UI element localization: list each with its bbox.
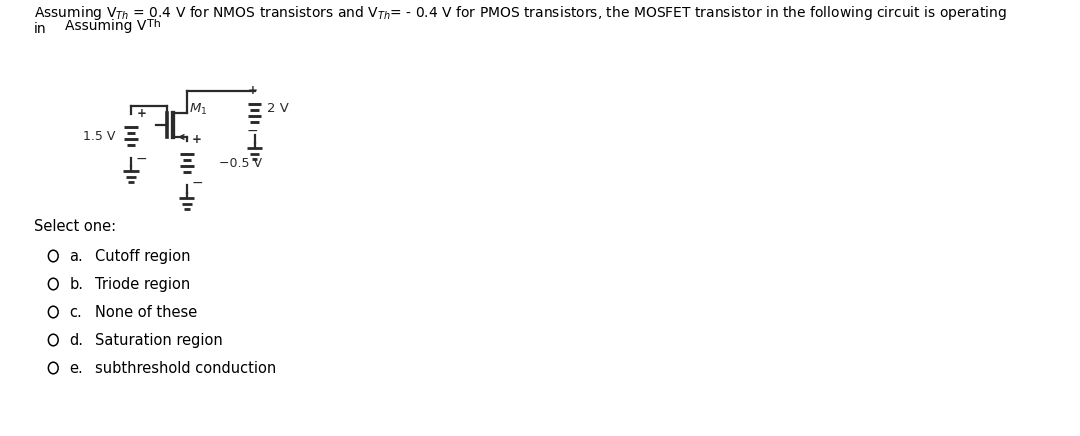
Text: b.: b.	[69, 276, 83, 292]
Text: d.: d.	[69, 333, 83, 347]
Text: Th: Th	[147, 19, 161, 29]
Text: a.: a.	[69, 249, 83, 263]
Text: Saturation region: Saturation region	[95, 333, 222, 347]
Text: 1.5 V: 1.5 V	[83, 129, 116, 143]
Text: in: in	[33, 22, 46, 36]
Text: Assuming V: Assuming V	[65, 19, 146, 33]
Text: +: +	[136, 106, 146, 119]
Text: −: −	[191, 176, 203, 190]
Text: 2 V: 2 V	[267, 102, 289, 115]
Text: Triode region: Triode region	[95, 276, 190, 292]
Text: Select one:: Select one:	[33, 218, 116, 234]
Text: +: +	[192, 133, 202, 146]
Text: −: −	[135, 152, 147, 166]
Text: +: +	[248, 84, 258, 96]
Text: subthreshold conduction: subthreshold conduction	[95, 361, 276, 375]
Text: None of these: None of these	[95, 304, 197, 320]
Text: $M_1$: $M_1$	[189, 102, 207, 116]
Text: e.: e.	[69, 361, 83, 375]
Text: c.: c.	[69, 304, 82, 320]
Text: −0.5 V: −0.5 V	[219, 157, 262, 170]
Text: Assuming V$_{Th}$ = 0.4 V for NMOS transistors and V$_{Th}$= - 0.4 V for PMOS tr: Assuming V$_{Th}$ = 0.4 V for NMOS trans…	[33, 4, 1007, 22]
Text: Cutoff region: Cutoff region	[95, 249, 190, 263]
Text: −: −	[247, 124, 258, 138]
